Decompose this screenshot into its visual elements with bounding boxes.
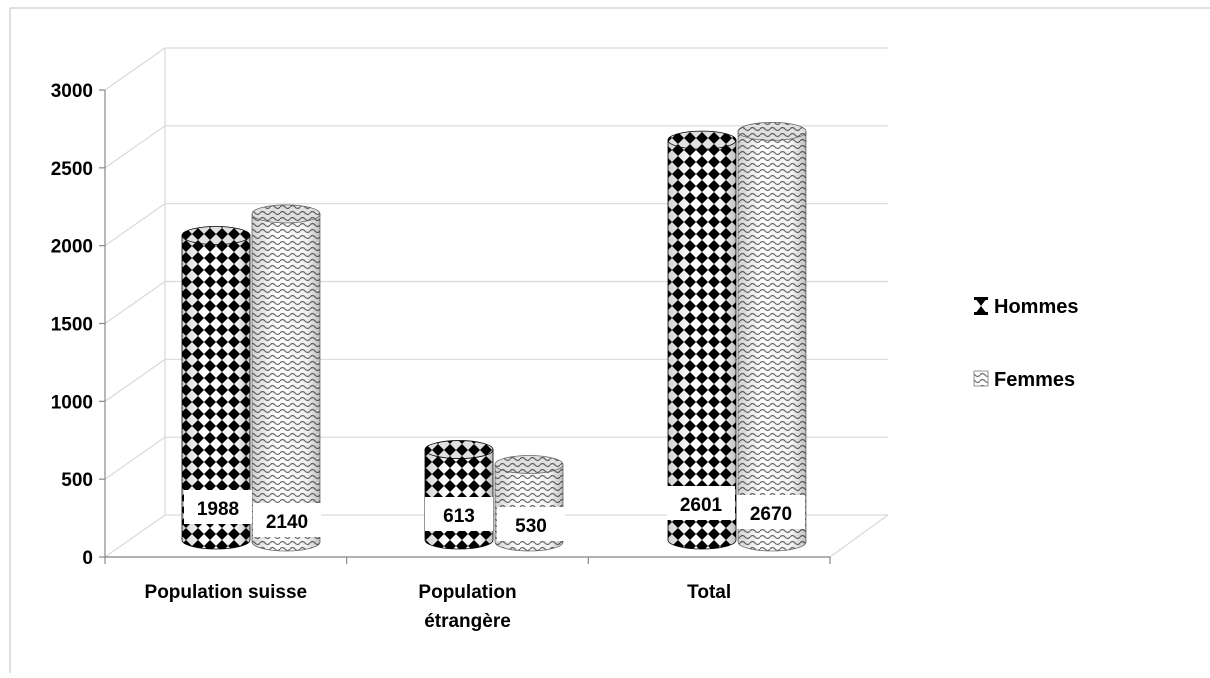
bar-hommes [667,130,737,550]
bar-top-shade [738,122,806,141]
gridline-side [104,281,166,324]
x-tick-label: Total [687,582,731,603]
data-label-bg [425,497,493,531]
legend-swatch-hommes-bottom [974,312,988,315]
legend-entry-femmes: Femmes [973,369,1075,391]
y-tick-label: 2500 [51,159,93,180]
legend-swatch-hommes-top [974,297,988,300]
bar-hommes [424,440,494,550]
bar-top-shade [495,455,563,474]
bar-shading [668,140,736,549]
legend-label: Hommes [994,296,1078,318]
data-label-bg [253,503,321,537]
bar-top-shade [182,226,250,245]
bar-top [737,121,807,141]
gridline-side [104,47,166,91]
data-label: 1988 [197,499,239,520]
bar-shading [738,131,806,551]
data-label-bg [667,486,735,520]
x-tick-label: Population suisse [145,582,308,603]
floor-right-edge [829,514,889,558]
x-tick-label-line: étrangère [424,611,511,632]
data-label-bg [737,495,805,529]
bar-top [494,455,564,474]
x-tick-label-line: Total [687,582,731,603]
bar-top-shade [425,440,493,459]
x-tick-label-line: Population [418,582,516,603]
gridline-side [104,436,166,480]
gridline-side [104,358,166,402]
gridline-side [104,514,166,558]
data-label: 2140 [266,512,308,533]
y-tick-label: 2000 [51,237,93,258]
bar-top [424,440,494,459]
data-label-bg [184,490,252,524]
data-label-bg [497,507,565,541]
data-label: 530 [515,516,547,537]
x-tick-label-line: Population suisse [145,582,308,603]
bar-top-shade [252,204,320,223]
y-tick-label: 0 [82,548,93,569]
bar-top-shade [668,131,736,150]
data-label: 2670 [750,504,792,525]
gridline-side [104,203,166,247]
legend-swatch-hommes [975,298,987,314]
y-tick-label: 500 [61,470,93,491]
bar-top [251,204,321,224]
y-tick-label: 3000 [51,81,93,102]
bar-femmes [737,121,807,552]
bar-top [667,130,737,150]
data-label: 2601 [680,495,723,516]
legend-entry-hommes: Hommes [974,296,1078,318]
data-label: 613 [443,506,475,527]
x-tick-label: Population étrangère [418,582,516,632]
bar-femmes [251,204,321,552]
gridline-side [104,125,166,169]
legend-swatch-femmes [973,370,989,387]
bar-shading [252,213,320,551]
y-tick-label: 1000 [51,392,93,413]
y-tick-label: 1500 [51,315,93,336]
legend-label: Femmes [994,369,1075,391]
bar-top [181,226,251,245]
bar-hommes [181,226,251,550]
bar-shading [182,235,250,549]
